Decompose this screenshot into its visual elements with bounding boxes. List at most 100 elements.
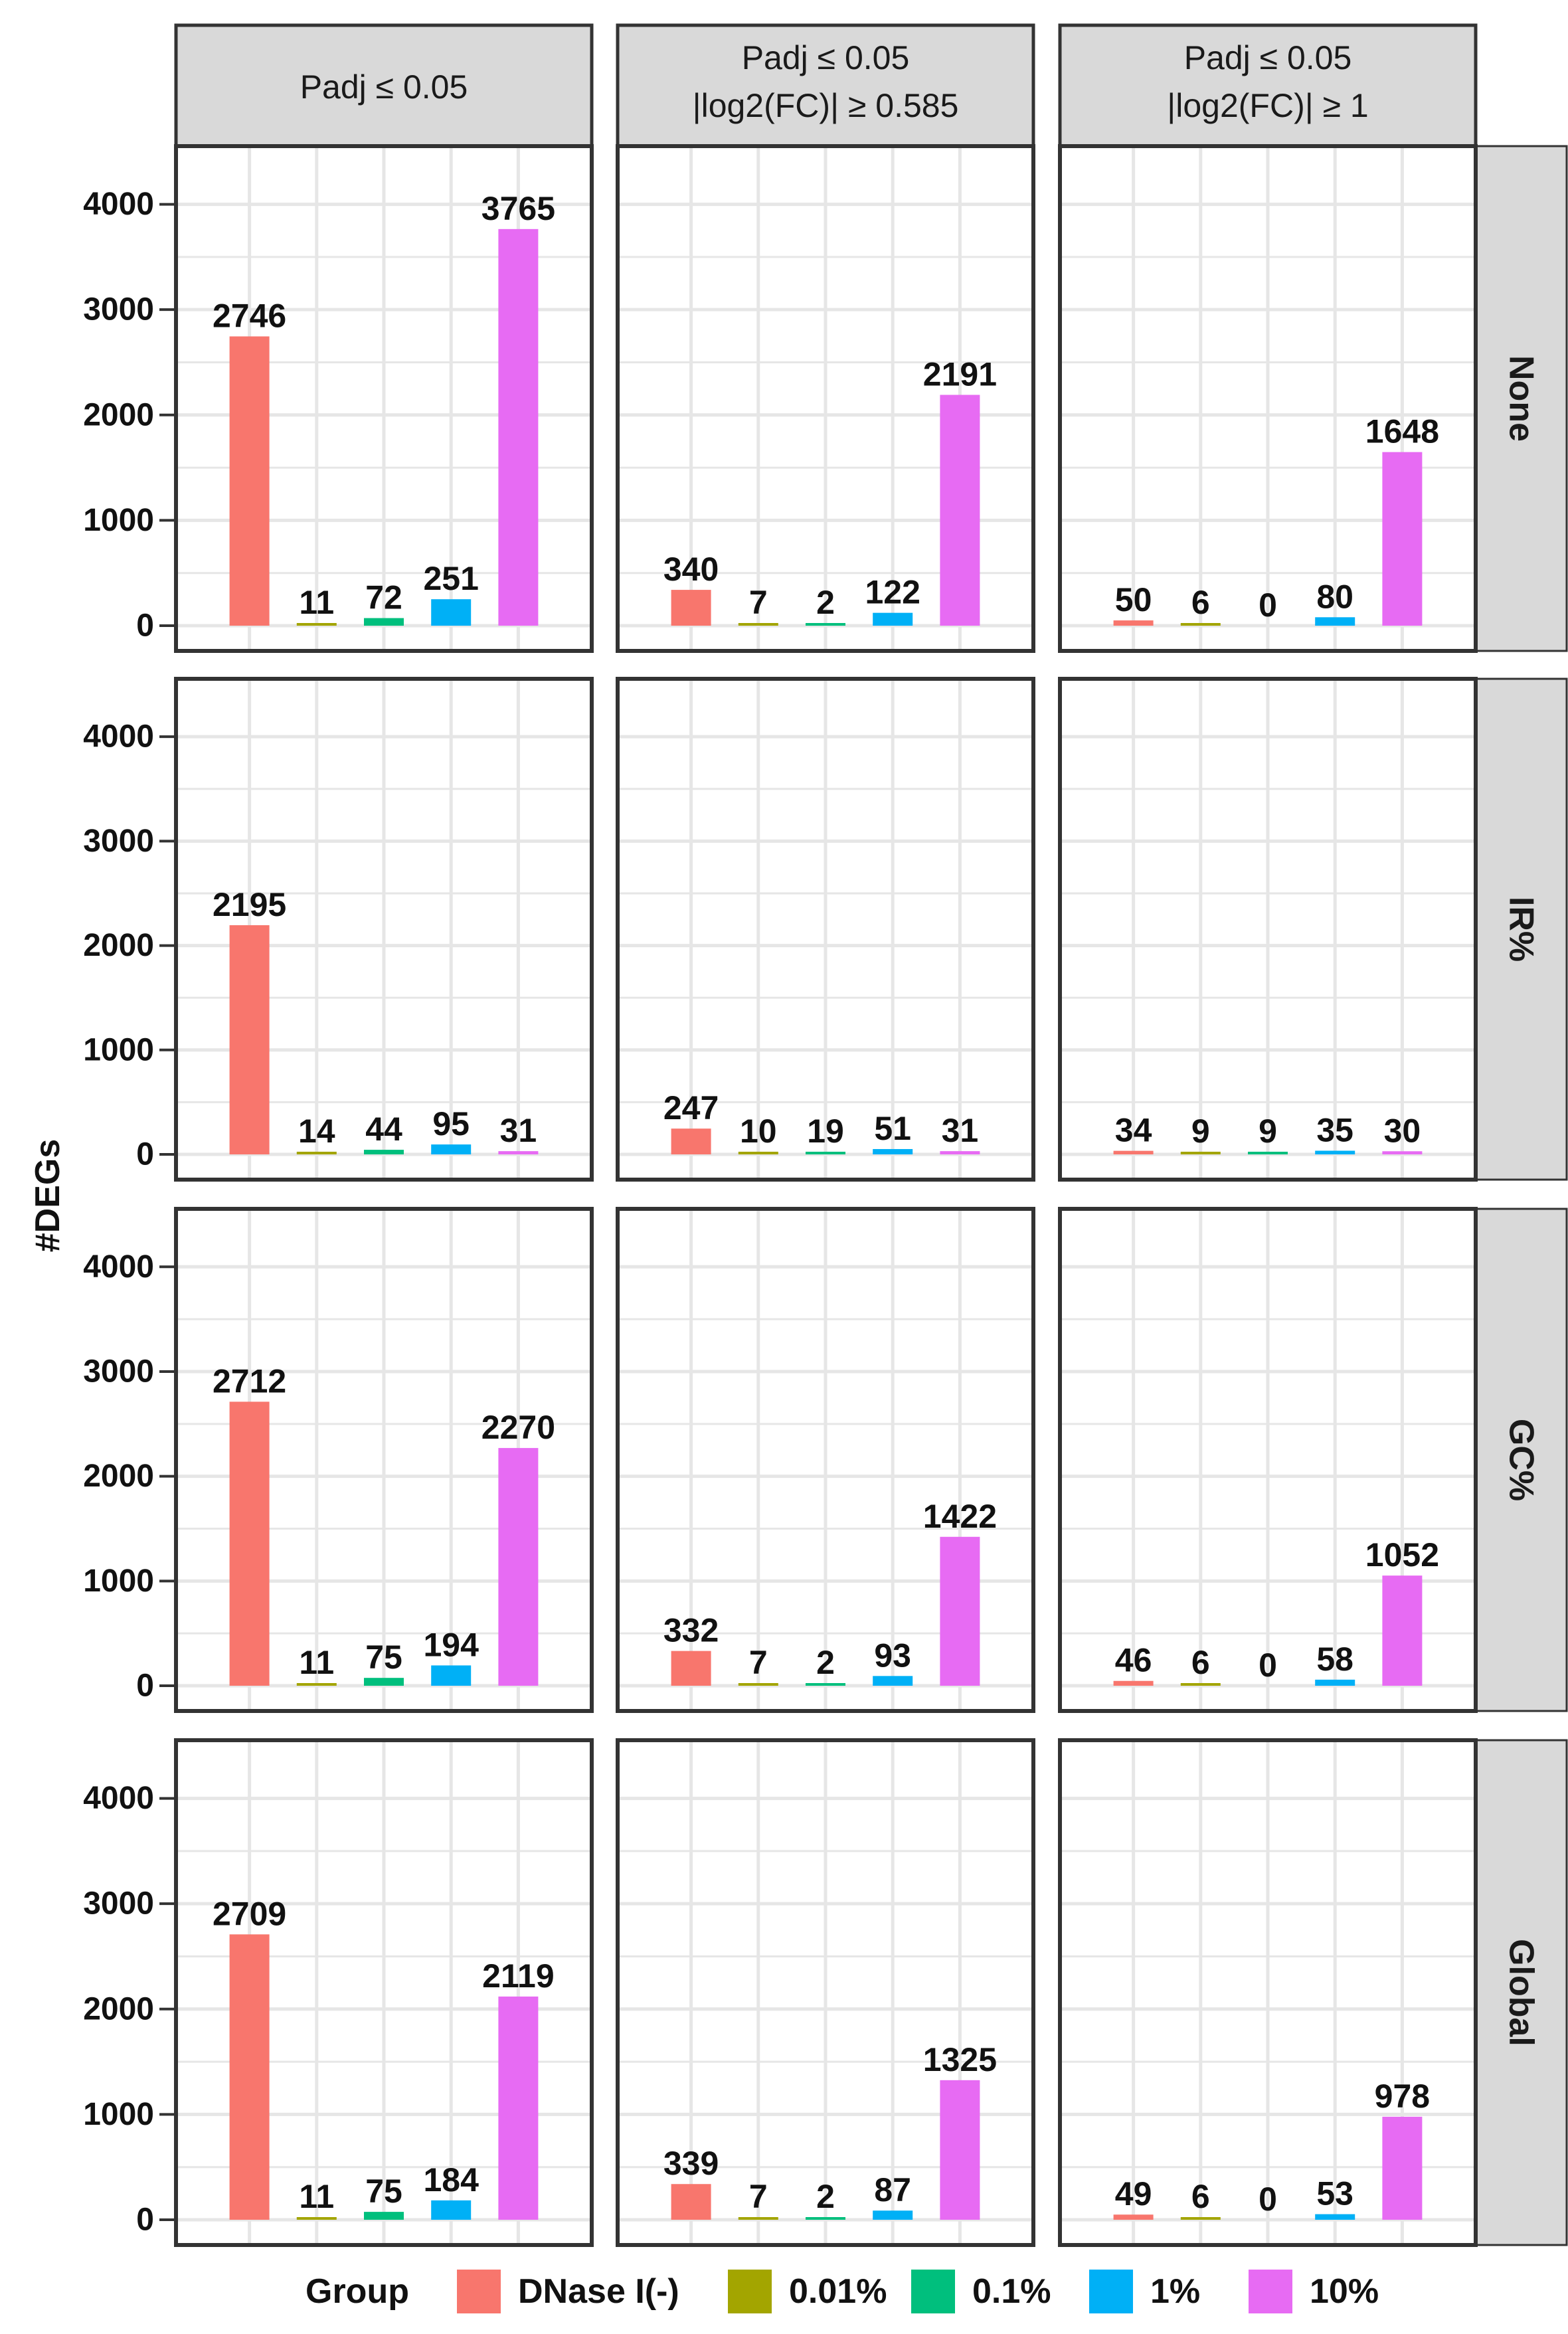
- bar-value-label: 2709: [213, 1895, 286, 1932]
- bar: [671, 2184, 711, 2220]
- y-tick-label: 4000: [83, 1781, 154, 1816]
- legend-label: 0.1%: [972, 2272, 1051, 2311]
- bar: [1315, 1679, 1355, 1686]
- legend-title: Group: [305, 2272, 409, 2311]
- panel-border: [616, 144, 1035, 653]
- bar-value-label: 10: [740, 1113, 777, 1150]
- bar-value-label: 6: [1191, 2178, 1210, 2215]
- bar: [498, 228, 539, 626]
- bar: [431, 1665, 472, 1686]
- bar: [738, 2217, 778, 2220]
- bar-value-label: 122: [865, 574, 920, 611]
- bar-value-label: 11: [299, 1644, 334, 1681]
- bar-value-label: 50: [1115, 581, 1152, 618]
- y-tick-label: 3000: [83, 1354, 154, 1389]
- bar-value-label: 87: [874, 2171, 911, 2208]
- bar-value-label: 2: [816, 584, 835, 621]
- bar: [671, 1651, 711, 1686]
- bar-value-label: 14: [298, 1113, 335, 1150]
- bar-value-label: 75: [365, 2173, 402, 2210]
- y-tick-label: 1000: [83, 2097, 154, 2132]
- bar: [364, 1678, 404, 1686]
- bar: [1180, 623, 1221, 626]
- facet-row-label: None: [1502, 355, 1541, 442]
- bar-value-label: 31: [942, 1112, 979, 1149]
- bar: [296, 623, 337, 626]
- y-tick-label: 4000: [83, 719, 154, 755]
- bar-value-label: 0: [1259, 1647, 1277, 1684]
- bar: [1180, 2217, 1221, 2220]
- bar: [1315, 617, 1355, 626]
- bar-value-label: 1052: [1365, 1536, 1439, 1573]
- bar-value-label: 11: [299, 584, 334, 621]
- bar: [873, 1676, 913, 1686]
- legend-label: DNase I(-): [518, 2272, 679, 2311]
- facet-strip-right: [1474, 145, 1568, 652]
- panel-border: [616, 1738, 1035, 2247]
- bar-value-label: 1648: [1365, 413, 1439, 450]
- facet-strip-label: Padj ≤ 0.05: [1184, 39, 1352, 76]
- bar: [873, 612, 913, 626]
- y-tick-label: 1000: [83, 1564, 154, 1599]
- bar-value-label: 7: [749, 1644, 768, 1681]
- bar-value-label: 49: [1115, 2175, 1152, 2212]
- panel-border: [174, 677, 594, 1182]
- y-axis-title: #DEGs: [29, 1139, 67, 1253]
- legend-label: 1%: [1150, 2272, 1200, 2311]
- bar: [806, 1683, 845, 1686]
- y-tick-label: 3000: [83, 1886, 154, 1922]
- bar-value-label: 2195: [213, 886, 286, 923]
- bar: [738, 623, 778, 626]
- bar-value-label: 7: [749, 2178, 768, 2215]
- panel-border: [616, 677, 1035, 1182]
- bar: [940, 395, 980, 626]
- bar-value-label: 35: [1316, 1111, 1353, 1148]
- legend-label: 0.01%: [789, 2272, 887, 2311]
- bar-value-label: 44: [365, 1111, 402, 1148]
- y-tick-label: 0: [136, 608, 154, 644]
- bar: [1315, 2214, 1355, 2220]
- panel-border: [1058, 144, 1478, 653]
- facet-strip-label: |log2(FC)| ≥ 0.585: [693, 87, 959, 124]
- bar: [364, 618, 404, 626]
- facet-strip-top: [1058, 23, 1478, 148]
- bar-value-label: 339: [663, 2145, 719, 2182]
- panel-border: [174, 144, 594, 653]
- bar-value-label: 80: [1316, 578, 1353, 615]
- legend-key: [1249, 2270, 1292, 2313]
- bar-value-label: 247: [663, 1089, 719, 1126]
- bar-value-label: 2119: [482, 1957, 554, 1995]
- bar-value-label: 251: [423, 560, 478, 597]
- y-tick-label: 0: [136, 2202, 154, 2238]
- bar-value-label: 9: [1259, 1113, 1277, 1150]
- bar-value-label: 978: [1375, 2078, 1430, 2115]
- y-tick-label: 4000: [83, 1249, 154, 1285]
- legend-key: [457, 2270, 501, 2313]
- bar: [1113, 620, 1154, 626]
- facet-strip-top: [174, 23, 594, 148]
- bar-value-label: 332: [663, 1612, 719, 1649]
- bar-value-label: 93: [874, 1637, 911, 1674]
- bar: [1382, 452, 1423, 626]
- legend-key: [728, 2270, 772, 2313]
- y-tick-label: 2000: [83, 397, 154, 432]
- bar: [1382, 1151, 1423, 1154]
- bar: [364, 1150, 404, 1154]
- bar: [1315, 1150, 1355, 1154]
- bar-value-label: 30: [1384, 1112, 1421, 1149]
- bar: [229, 1934, 270, 2220]
- y-tick-label: 1000: [83, 1032, 154, 1067]
- bar: [738, 1683, 778, 1686]
- legend-label: 10%: [1310, 2272, 1379, 2311]
- bar: [498, 1151, 539, 1154]
- bar-value-label: 1325: [923, 2041, 997, 2078]
- bar-value-label: 46: [1115, 1642, 1152, 1679]
- bar-value-label: 9: [1191, 1113, 1210, 1150]
- bar: [940, 1536, 980, 1686]
- bar-value-label: 1422: [923, 1498, 997, 1535]
- y-tick-label: 3000: [83, 824, 154, 859]
- legend-key: [911, 2270, 955, 2313]
- y-tick-label: 1000: [83, 503, 154, 538]
